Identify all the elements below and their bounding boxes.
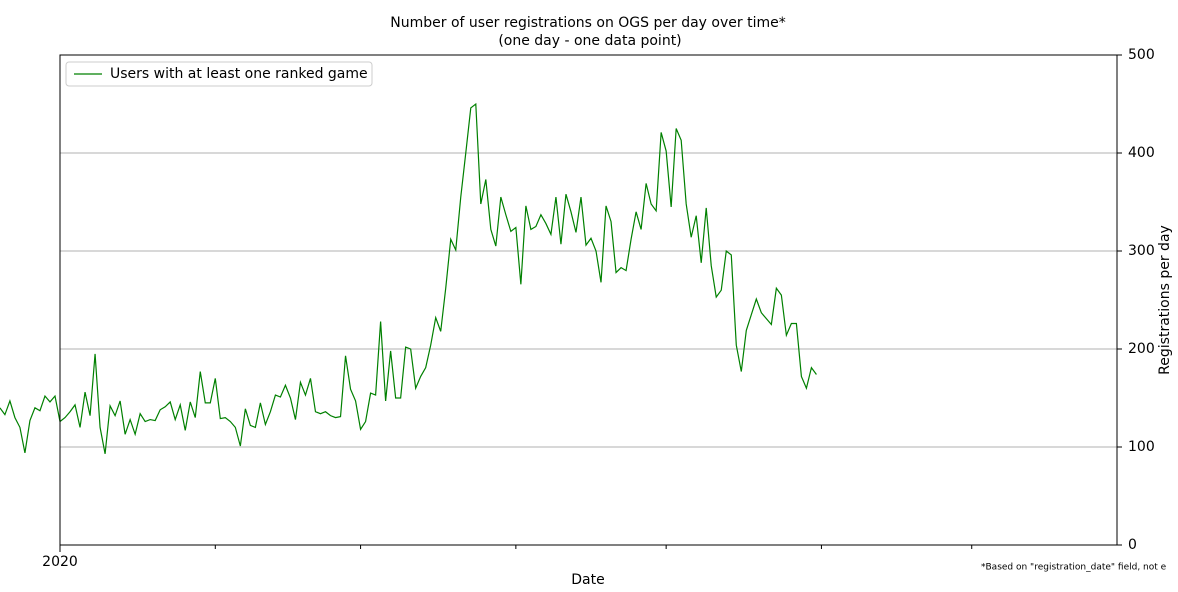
footnote: *Based on "registration_date" field, not…: [981, 563, 1167, 573]
y-tick-label: 100: [1128, 439, 1155, 455]
legend-box: [65, 61, 373, 87]
y-axis-label: Registrations per day: [1157, 225, 1173, 375]
x-tick-label: 2020: [42, 554, 78, 570]
legend: Users with at least one ranked game: [65, 61, 373, 87]
legend-label: Users with at least one ranked game: [110, 66, 368, 82]
data-line: [0, 102, 817, 454]
y-tick-label: 300: [1128, 243, 1155, 259]
y-tick-label: 500: [1128, 47, 1155, 63]
chart-title: Number of user registrations on OGS per …: [390, 15, 785, 31]
y-tick-label: 0: [1128, 537, 1137, 553]
chart-subtitle: (one day - one data point): [498, 33, 681, 49]
x-axis-label: Date: [571, 572, 604, 588]
y-tick-label: 400: [1128, 145, 1155, 161]
plot-frame: [59, 54, 1118, 546]
y-tick-label: 200: [1128, 341, 1155, 357]
